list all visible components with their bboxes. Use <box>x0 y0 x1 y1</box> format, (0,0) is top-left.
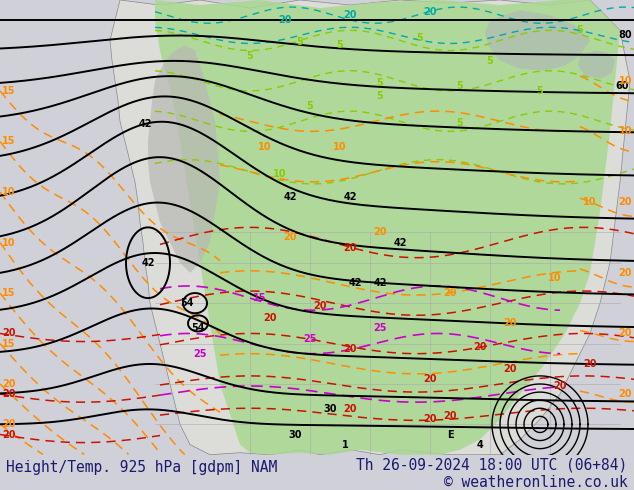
Text: 10: 10 <box>619 126 632 136</box>
Text: 15: 15 <box>2 86 15 96</box>
Text: 5: 5 <box>487 56 493 66</box>
Text: 15: 15 <box>2 339 15 348</box>
Text: 5: 5 <box>377 91 384 101</box>
Text: 4: 4 <box>477 440 483 450</box>
Text: Height/Temp. 925 hPa [gdpm] NAM: Height/Temp. 925 hPa [gdpm] NAM <box>6 460 278 475</box>
Text: 15: 15 <box>2 137 15 147</box>
Text: 25: 25 <box>303 334 317 343</box>
Text: 5: 5 <box>456 118 463 128</box>
Text: 10: 10 <box>333 142 347 151</box>
Text: 42: 42 <box>283 192 297 202</box>
Text: 30: 30 <box>288 430 302 440</box>
Text: 5: 5 <box>297 37 304 48</box>
Text: 20: 20 <box>2 328 15 339</box>
Text: 20: 20 <box>553 381 567 391</box>
Text: 20: 20 <box>503 318 517 328</box>
Text: 10: 10 <box>258 142 272 151</box>
Text: 5: 5 <box>536 86 543 96</box>
Text: 20: 20 <box>424 374 437 384</box>
Text: Th 26-09-2024 18:00 UTC (06+84): Th 26-09-2024 18:00 UTC (06+84) <box>356 457 628 472</box>
Text: 1: 1 <box>342 440 348 450</box>
Text: E: E <box>447 430 453 440</box>
Text: 10: 10 <box>2 187 15 197</box>
Text: 20: 20 <box>619 197 632 207</box>
Text: 20: 20 <box>473 342 487 352</box>
Text: 5: 5 <box>307 101 313 111</box>
Text: 42: 42 <box>138 119 152 129</box>
Text: 5: 5 <box>577 25 583 35</box>
Text: 20: 20 <box>619 328 632 339</box>
Text: 25: 25 <box>373 323 387 333</box>
Text: © weatheronline.co.uk: © weatheronline.co.uk <box>444 475 628 490</box>
Text: 10: 10 <box>583 197 597 207</box>
Text: 20: 20 <box>343 243 357 252</box>
Text: 20: 20 <box>2 389 15 399</box>
Text: 25: 25 <box>193 349 207 359</box>
Text: 5: 5 <box>456 81 463 91</box>
Text: 15: 15 <box>2 288 15 298</box>
Text: 20: 20 <box>424 7 437 17</box>
Polygon shape <box>155 0 620 455</box>
Text: 20: 20 <box>619 389 632 399</box>
Text: 5: 5 <box>247 50 254 61</box>
Text: 15: 15 <box>253 293 267 303</box>
Text: 10: 10 <box>619 76 632 86</box>
Text: 42: 42 <box>393 238 407 247</box>
Text: 20: 20 <box>313 301 327 311</box>
Text: 20: 20 <box>2 419 15 429</box>
Text: 20: 20 <box>373 227 387 238</box>
Text: 42: 42 <box>348 278 362 288</box>
Text: 5: 5 <box>417 33 424 44</box>
Text: 20: 20 <box>343 10 357 20</box>
Text: 20: 20 <box>443 411 456 421</box>
Text: 42: 42 <box>373 278 387 288</box>
Text: 10: 10 <box>548 273 562 283</box>
Text: 80: 80 <box>618 30 632 40</box>
Text: 10: 10 <box>2 238 15 247</box>
Polygon shape <box>148 46 220 273</box>
Text: 20: 20 <box>278 15 292 25</box>
Text: 20: 20 <box>343 343 357 354</box>
Text: 20: 20 <box>283 232 297 243</box>
Text: 54: 54 <box>180 298 194 308</box>
Text: 20: 20 <box>343 404 357 414</box>
Text: 20: 20 <box>583 359 597 369</box>
Text: 20: 20 <box>2 379 15 389</box>
Text: 20: 20 <box>619 268 632 278</box>
Polygon shape <box>110 0 630 455</box>
Text: 60: 60 <box>615 81 629 91</box>
Text: 20: 20 <box>503 364 517 374</box>
Text: 20: 20 <box>424 415 437 424</box>
Text: 20: 20 <box>2 430 15 440</box>
Text: 20: 20 <box>263 313 277 323</box>
Text: 5: 5 <box>377 78 384 88</box>
Text: 42: 42 <box>343 192 357 202</box>
Polygon shape <box>485 10 590 71</box>
Polygon shape <box>578 50 615 79</box>
Text: 5: 5 <box>337 41 344 50</box>
Text: 30: 30 <box>323 404 337 414</box>
Text: 54: 54 <box>191 323 205 333</box>
Text: 10: 10 <box>273 169 287 179</box>
Text: 20: 20 <box>443 288 456 298</box>
Text: 42: 42 <box>141 258 155 268</box>
